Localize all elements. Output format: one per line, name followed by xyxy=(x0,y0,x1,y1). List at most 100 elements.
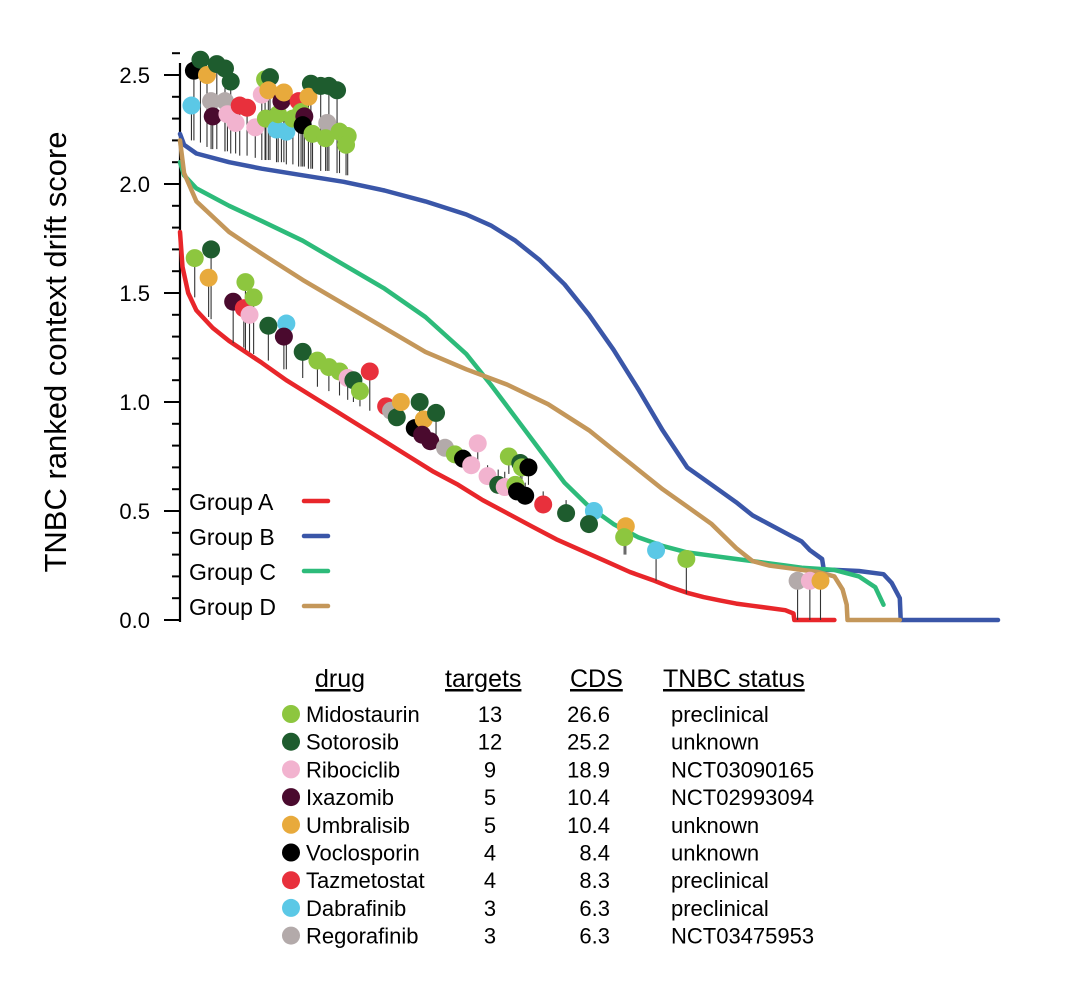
marker-point-regorafinib xyxy=(202,92,221,111)
marker-point-midostaurin xyxy=(316,129,335,148)
table-header-cds: CDS xyxy=(570,665,623,693)
table-targets: 5 xyxy=(484,785,496,810)
marker-point-midostaurin xyxy=(244,288,263,307)
marker-point-sotorosib xyxy=(580,515,598,534)
table-drug-dot xyxy=(282,815,300,834)
table-drug-dot xyxy=(282,843,300,862)
table-targets: 3 xyxy=(484,924,496,949)
table-status: NCT03475953 xyxy=(671,924,814,949)
table-cds: 6.3 xyxy=(579,896,610,921)
table-drug-dot xyxy=(282,705,300,723)
y-tick-label: 0.0 xyxy=(119,608,150,633)
marker-point-midostaurin xyxy=(350,382,369,401)
marker-point-midostaurin xyxy=(185,249,204,268)
table-status: unknown xyxy=(671,730,759,755)
marker-point-dabrafinib xyxy=(647,541,666,560)
table-drug-name: Ribociclib xyxy=(306,757,400,782)
marker-point-sotorosib xyxy=(328,81,347,100)
table-drug-name: Voclosporin xyxy=(306,841,420,866)
marker-point-sotorosib xyxy=(202,240,221,259)
table-drug-name: Dabrafinib xyxy=(306,896,406,921)
drug-markers xyxy=(182,50,830,620)
table-status: preclinical xyxy=(671,896,769,921)
marker-point-sotorosib xyxy=(557,504,576,523)
legend-backdrop xyxy=(186,520,302,550)
table-targets: 13 xyxy=(478,702,502,727)
table-cds: 26.6 xyxy=(567,702,610,727)
table-drug-dot xyxy=(282,732,300,751)
legend-label: Group D xyxy=(189,594,276,620)
marker-point-midostaurin xyxy=(677,549,696,568)
table-drug-dot xyxy=(282,788,300,807)
y-tick-label: 0.5 xyxy=(119,499,150,524)
table-cds: 8.3 xyxy=(579,868,610,893)
y-axis: 0.0 0.5 1.0 1.5 2.0 2.5 xyxy=(119,52,182,633)
table-drug-name: Tazmetostat xyxy=(306,868,425,893)
table-status: preclinical xyxy=(671,868,769,893)
marker-point-ixazomib xyxy=(203,107,222,126)
table-drug-dot xyxy=(282,926,300,945)
legend: Group A Group B Group C Group D xyxy=(186,485,331,620)
marker-point-tazmetostat xyxy=(534,495,553,514)
drug-table: drug targets CDS TNBC status Midostaurin 13 26… xyxy=(282,665,814,949)
marker-point-sotorosib xyxy=(259,316,278,335)
table-status: preclinical xyxy=(671,702,769,727)
legend-label: Group A xyxy=(189,489,274,515)
marker-point-ribociclib xyxy=(468,434,487,453)
table-status: unknown xyxy=(671,841,759,866)
marker-point-voclosporin xyxy=(519,458,538,477)
table-targets: 3 xyxy=(484,896,496,921)
table-targets: 12 xyxy=(478,730,502,755)
marker-point-tazmetostat xyxy=(238,98,257,117)
marker-point-midostaurin xyxy=(337,135,356,154)
table-targets: 4 xyxy=(484,868,496,893)
marker-point-umbralisib xyxy=(391,393,410,411)
marker-point-umbralisib xyxy=(259,81,278,100)
y-tick-label: 2.0 xyxy=(119,172,150,197)
marker-point-ribociclib xyxy=(462,456,481,475)
marker-point-tazmetostat xyxy=(360,362,379,381)
marker-point-umbralisib xyxy=(199,268,218,287)
marker-point-umbralisib xyxy=(274,83,293,102)
table-targets: 9 xyxy=(484,757,496,782)
table-cds: 18.9 xyxy=(567,757,610,782)
table-status: unknown xyxy=(671,813,759,838)
table-header-drug: drug xyxy=(315,665,365,693)
table-drug-name: Ixazomib xyxy=(306,785,394,810)
marker-point-umbralisib xyxy=(299,87,318,106)
marker-point-sotorosib xyxy=(260,68,279,87)
table-cds: 10.4 xyxy=(567,785,610,810)
table-drug-dot xyxy=(282,760,300,779)
marker-point-midostaurin xyxy=(615,528,634,547)
table-drug-dot xyxy=(282,871,300,890)
y-tick-label: 2.5 xyxy=(119,63,150,88)
table-drug-name: Umbralisib xyxy=(306,813,410,838)
series-line-group-a xyxy=(177,229,837,623)
marker-point-umbralisib xyxy=(811,571,830,590)
marker-point-sotorosib xyxy=(410,393,429,411)
legend-backdrop xyxy=(186,590,302,620)
marker-point-ixazomib xyxy=(274,327,293,346)
y-axis-title: TNBC ranked context drift score xyxy=(38,131,73,572)
marker-point-ribociclib xyxy=(240,305,259,324)
marker-point-sotorosib xyxy=(387,408,406,427)
y-tick-label: 1.0 xyxy=(119,390,150,415)
table-targets: 5 xyxy=(484,813,496,838)
table-drug-name: Midostaurin xyxy=(306,702,420,727)
marker-point-sotorosib xyxy=(191,50,210,69)
marker-point-sotorosib xyxy=(427,403,446,422)
marker-point-ixazomib xyxy=(421,432,440,451)
marker-point-midostaurin xyxy=(236,273,255,292)
table-cds: 25.2 xyxy=(567,730,610,755)
table-cds: 10.4 xyxy=(567,813,610,838)
marker-point-sotorosib xyxy=(293,342,312,361)
marker-point-sotorosib xyxy=(221,72,240,91)
table-header-status: TNBC status xyxy=(663,665,805,693)
table-drug-dot xyxy=(282,898,300,917)
legend-backdrop xyxy=(186,555,302,585)
table-drug-name: Sotorosib xyxy=(306,730,399,755)
table-cds: 8.4 xyxy=(579,841,610,866)
table-status: NCT03090165 xyxy=(671,757,814,782)
legend-label: Group C xyxy=(189,559,276,585)
